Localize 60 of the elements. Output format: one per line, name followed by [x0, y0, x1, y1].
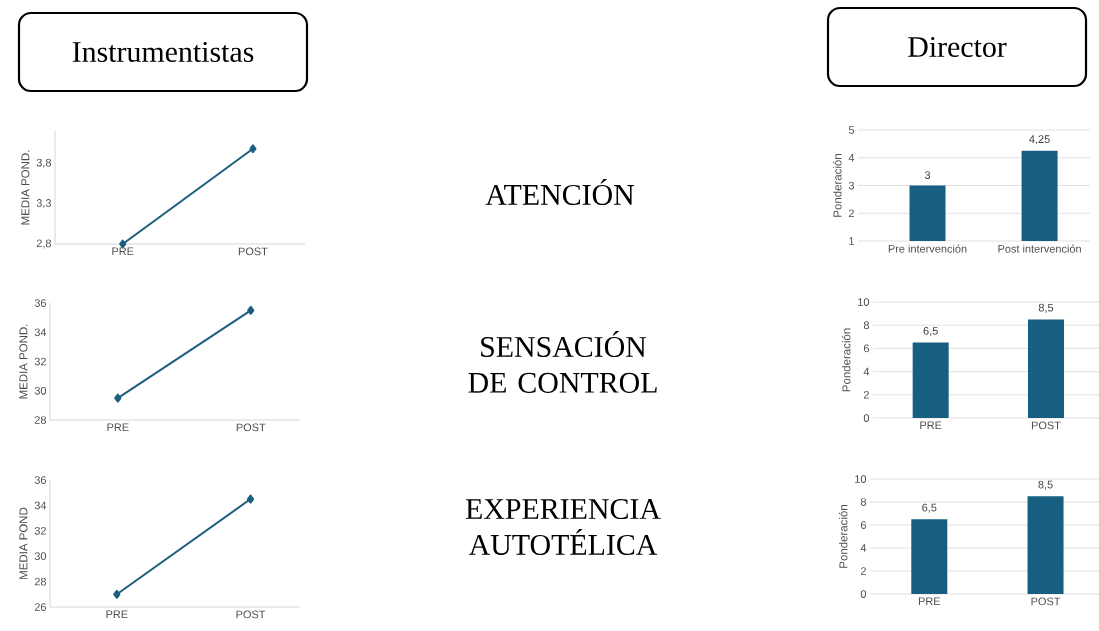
y-tick-label: 32 [34, 526, 46, 535]
y-tick-label: 3,8 [36, 158, 51, 168]
text: EXPERIENCIA AUTOTÉLICA [465, 499, 661, 555]
y-tick-label: 30 [34, 386, 47, 395]
y-tick-label: 1 [849, 237, 854, 245]
y-tick-label: 2 [860, 567, 866, 575]
y-tick-label: 4 [848, 153, 855, 162]
x-tick-label: PRE [918, 597, 941, 606]
y-axis-title: Ponderación [833, 154, 842, 217]
x-tick-label: Post intervención [998, 244, 1081, 253]
y-tick-label: 34 [34, 501, 47, 510]
text: SENSACIÓN DE CONTROL [468, 331, 657, 393]
y-tick-label: 30 [34, 552, 47, 561]
text: Instrumentistas [72, 41, 254, 63]
y-tick-label: 0 [860, 590, 867, 598]
y-tick-label: 6 [860, 521, 867, 529]
y-axis-title: Ponderación [838, 505, 848, 568]
x-tick-label: POST [236, 423, 266, 432]
y-tick-label: 32 [34, 357, 46, 366]
y-tick-label: 2,8 [36, 239, 51, 249]
y-tick-label: 4 [863, 367, 870, 376]
x-tick-label: PRE [107, 423, 129, 432]
y-tick-label: 8 [860, 498, 867, 506]
y-tick-label: 0 [863, 414, 870, 422]
data-label: 8,5 [1038, 303, 1054, 313]
y-tick-label: 8 [863, 321, 870, 330]
y-tick-label: 36 [34, 476, 46, 484]
y-tick-label: 10 [858, 298, 870, 306]
y-tick-label: 2 [863, 390, 869, 399]
y-tick-label: 2 [848, 209, 854, 218]
y-tick-label: 10 [855, 475, 867, 483]
x-tick-label: PRE [112, 247, 134, 256]
data-label: 4,25 [1029, 135, 1050, 145]
x-tick-label: PRE [920, 421, 942, 430]
text: ATENCIÓN [485, 179, 635, 205]
y-tick-label: 3,3 [36, 199, 51, 209]
y-tick-label: 36 [34, 299, 46, 307]
y-tick-label: 5 [848, 126, 855, 134]
data-label: 8,5 [1038, 480, 1053, 490]
y-axis-title: MEDIA POND. [19, 324, 28, 399]
x-tick-label: POST [1031, 597, 1061, 606]
y-axis-title: MEDIA POND [19, 507, 28, 579]
text: Director [908, 36, 1007, 58]
x-tick-label: POST [238, 247, 268, 256]
x-tick-label: POST [236, 610, 266, 619]
y-tick-label: 28 [34, 577, 46, 586]
x-tick-label: POST [1031, 421, 1061, 430]
y-tick-label: 4 [860, 544, 867, 552]
y-axis-title: MEDIA POND. [21, 150, 30, 225]
y-tick-label: 26 [34, 603, 46, 611]
x-tick-label: PRE [106, 610, 128, 619]
y-tick-label: 34 [34, 328, 47, 337]
data-label: 3 [924, 171, 931, 179]
y-tick-label: 28 [34, 416, 46, 424]
y-tick-label: 3 [848, 181, 854, 190]
y-tick-label: 6 [863, 344, 870, 353]
data-label: 6,5 [923, 327, 938, 337]
y-axis-title: Ponderación [841, 328, 851, 392]
x-tick-label: Pre intervención [888, 244, 967, 253]
data-label: 6,5 [922, 503, 937, 513]
